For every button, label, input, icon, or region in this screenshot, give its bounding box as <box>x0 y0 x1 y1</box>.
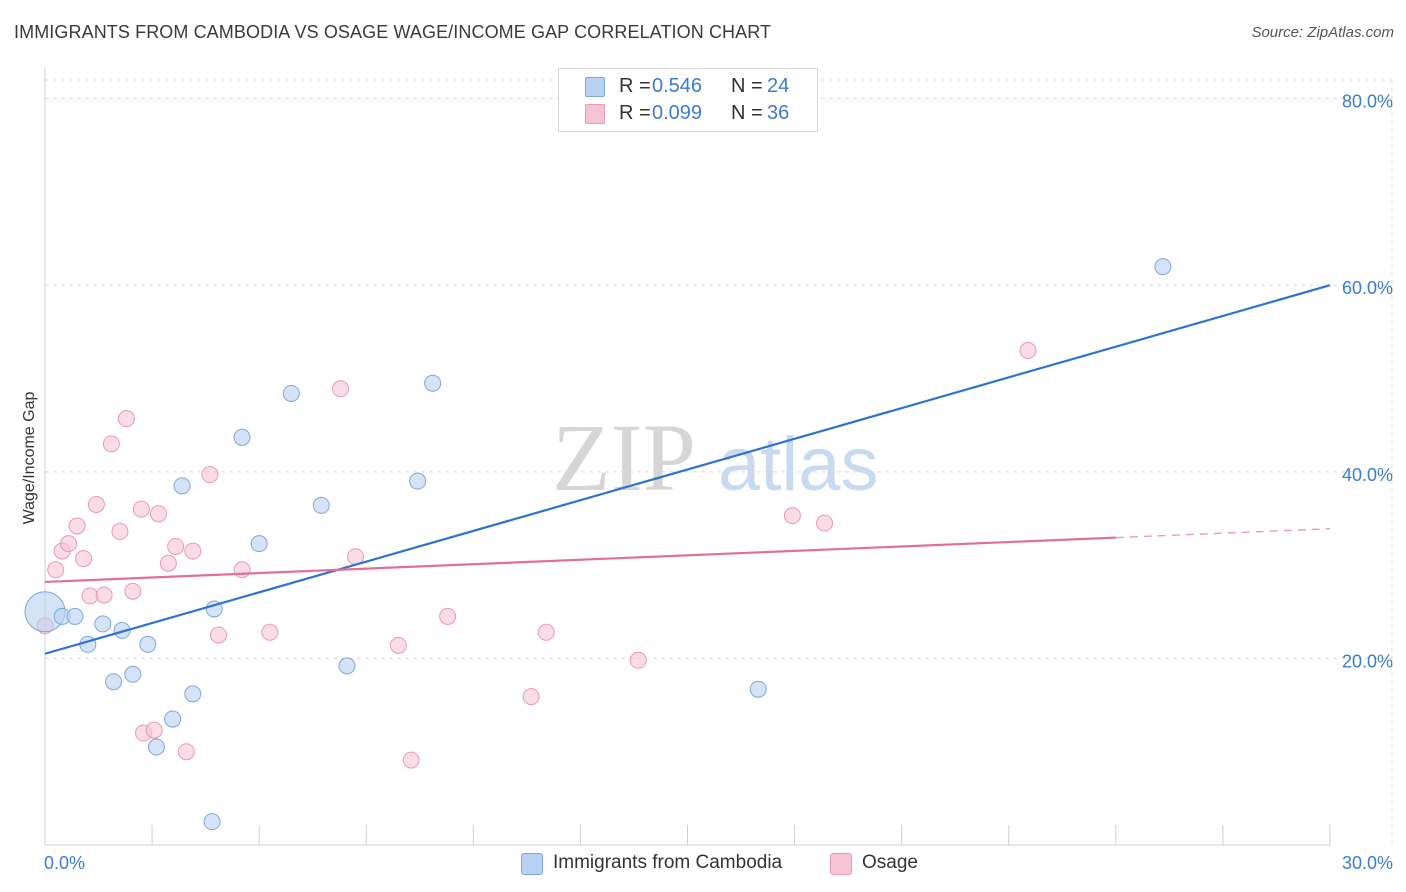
osage-point <box>159 554 177 572</box>
cambodia-point <box>409 472 427 490</box>
cambodia-point <box>282 384 300 402</box>
osage-point <box>87 495 105 513</box>
r-label: R = <box>619 75 651 97</box>
watermark-zip: ZIP <box>552 404 696 511</box>
x-tick-label-min: 0.0% <box>44 853 85 873</box>
osage-point <box>522 688 540 706</box>
watermark-atlas: atlas <box>718 422 879 507</box>
r-value-osage: 0.099 <box>652 102 703 124</box>
osage-point <box>332 380 350 398</box>
cambodia-point <box>424 374 442 392</box>
cambodia-point <box>203 813 221 831</box>
cambodia-point <box>233 428 251 446</box>
osage-point <box>233 561 251 579</box>
osage-point <box>68 517 86 535</box>
cambodia-point <box>1154 258 1172 276</box>
osage-swatch <box>585 104 605 124</box>
r-label: R = <box>619 102 651 124</box>
y-tick-label: 20.0% <box>1342 651 1393 671</box>
osage-points <box>36 342 1037 769</box>
cambodia-point <box>749 680 767 698</box>
osage-point <box>261 623 279 641</box>
osage-point <box>783 507 801 525</box>
cambodia-trend-line <box>44 284 1331 655</box>
cambodia-point <box>312 496 330 514</box>
cambodia-point <box>139 635 157 653</box>
osage-legend-swatch <box>830 853 852 875</box>
n-value-cambodia: 24 <box>767 75 790 97</box>
axis-layer <box>44 68 1331 846</box>
osage-point <box>102 435 120 453</box>
osage-trend-extension <box>1115 528 1331 539</box>
cambodia-point <box>147 738 165 756</box>
osage-point <box>47 561 65 579</box>
osage-trend-line <box>44 536 1116 584</box>
cambodia-point <box>94 615 112 633</box>
cambodia-swatch <box>585 77 605 97</box>
n-label: N = <box>731 75 763 97</box>
cambodia-legend-swatch <box>521 853 543 875</box>
correlation-legend: R = 0.546 N = 24 R = 0.099 N = 36 <box>558 68 818 132</box>
osage-point <box>629 651 647 669</box>
osage-point <box>111 523 129 541</box>
osage-point <box>389 636 407 654</box>
osage-point <box>167 537 185 555</box>
cambodia-legend-label: Immigrants from Cambodia <box>553 852 783 873</box>
osage-point <box>177 743 195 761</box>
y-tick-label: 40.0% <box>1342 465 1393 485</box>
osage-point <box>81 587 99 605</box>
y-axis-label: Wage/Income Gap <box>21 392 38 525</box>
osage-point <box>209 626 227 644</box>
cambodia-point <box>173 477 191 495</box>
osage-point <box>439 607 457 625</box>
osage-point <box>184 542 202 560</box>
cambodia-point <box>105 673 123 691</box>
osage-point <box>132 500 150 518</box>
cambodia-point <box>66 607 84 625</box>
osage-point <box>124 582 142 600</box>
osage-point <box>402 751 420 769</box>
y-tick-label: 80.0% <box>1342 92 1393 112</box>
osage-point <box>75 550 93 568</box>
osage-point <box>95 586 113 604</box>
osage-point <box>201 466 219 484</box>
osage-legend-label: Osage <box>862 852 918 873</box>
n-value-osage: 36 <box>767 102 790 124</box>
cambodia-point <box>164 710 182 728</box>
trend-layer <box>44 284 1331 655</box>
n-label: N = <box>731 102 763 124</box>
y-tick-labels: 20.0% 40.0% 60.0% 80.0% <box>1342 92 1393 672</box>
cambodia-point <box>184 685 202 703</box>
osage-point <box>1019 342 1037 360</box>
y-tick-label: 60.0% <box>1342 278 1393 298</box>
x-tick-label-max: 30.0% <box>1342 853 1393 873</box>
osage-point <box>145 721 163 739</box>
osage-point <box>150 505 168 523</box>
cambodia-point <box>338 657 356 675</box>
osage-point <box>117 410 135 428</box>
cambodia-points <box>24 258 1172 831</box>
osage-point <box>537 623 555 641</box>
osage-point <box>816 514 834 532</box>
cambodia-point <box>124 665 142 683</box>
osage-point <box>60 535 78 553</box>
chart-title: IMMIGRANTS FROM CAMBODIA VS OSAGE WAGE/I… <box>14 22 772 42</box>
source-credit: Source: ZipAtlas.com <box>1251 24 1394 41</box>
cambodia-point <box>250 535 268 553</box>
r-value-cambodia: 0.546 <box>652 75 703 97</box>
